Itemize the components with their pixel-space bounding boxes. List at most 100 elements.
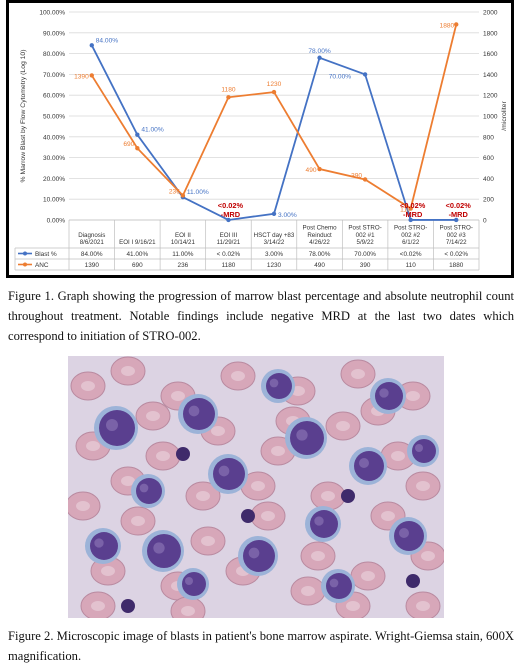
blast-nucleolus [188,405,200,417]
y-tick-label: 40.00% [43,134,65,141]
blast-nucleolus [399,528,409,538]
table-cell-anc: 236 [178,262,189,269]
table-cell-anc: 1230 [267,262,282,269]
blast-nucleolus [296,429,308,441]
table-cell-anc: 110 [406,262,417,269]
y-tick-label: 90.00% [43,30,65,37]
blast-point [226,217,231,223]
x-category-label: Post STRO- [394,225,427,232]
blast-nucleus [213,458,245,490]
anc-point [362,177,368,182]
blast-point [408,217,413,223]
red-blood-cell-center [86,441,100,451]
blast-nucleolus [218,465,230,477]
blast-nucleus [290,421,324,455]
red-blood-cell-center [271,446,285,456]
table-cell-blast: 70.00% [354,251,376,258]
legend-label-blast: Blast % [35,251,57,258]
anc-point [454,22,459,27]
x-category-label: Diagnosis [78,232,105,239]
y2-tick-label: 1200 [483,93,498,100]
y2-tick-label: 1000 [483,114,498,121]
series-line-anc [91,24,458,210]
red-blood-cell-center [381,511,395,521]
red-blood-cell-center [201,536,215,546]
figure-1-caption: Figure 1. Graph showing the progression … [8,289,514,343]
red-blood-cell-center [81,381,95,391]
y-tick-label: 30.00% [43,155,65,162]
anc-data-label: 1230 [267,81,282,88]
blast-point [454,217,459,223]
x-category-label: 6/1/22 [402,239,420,246]
y2-tick-label: 1800 [483,30,498,37]
blast-data-label: 3.00% [278,212,297,219]
red-blood-cell-center [351,369,365,379]
mrd-annotation: <0.02% [400,201,426,210]
table-cell-blast: 3.00% [265,251,283,258]
mrd-annotation: -MRD [449,210,469,219]
red-blood-cell-center [416,481,430,491]
x-category-label: EOI I 9/16/21 [119,239,156,246]
table-cell-anc: 690 [132,262,143,269]
blast-nucleolus [139,483,149,493]
blast-nucleolus [94,538,104,548]
blast-nucleolus [106,419,118,431]
table-cell-blast: < 0.02% [217,251,241,258]
red-blood-cell-center [416,601,430,611]
y-tick-label: 80.00% [43,51,65,58]
red-blood-cell-center [361,571,375,581]
y-axis-title: % Marrow Blast by Flow Cytometry (Log 10… [20,50,27,183]
blast-point [135,132,140,137]
red-blood-cell-center [121,366,135,376]
blast-nucleus [266,373,292,399]
x-category-label: 7/14/22 [446,239,467,246]
blast-nucleolus [153,542,165,554]
table-cell-blast: 84.00% [81,251,103,258]
table-cell-blast: < 0.02% [444,251,468,258]
red-blood-cell-center [421,551,435,561]
x-category-label: Reinduct [307,232,332,239]
red-blood-cell-center [146,411,160,421]
red-blood-cell-center [311,551,325,561]
blast-nucleus [394,521,424,551]
y-tick-label: 0.00% [47,218,66,225]
y-tick-label: 50.00% [43,114,65,121]
red-blood-cell-center [211,426,225,436]
blast-nucleus [136,478,162,504]
figure-2-caption: Figure 2. Microscopic image of blasts in… [8,629,514,663]
x-category-label: 11/29/21 [217,239,241,246]
table-cell-anc: 1880 [449,262,464,269]
y2-tick-label: 200 [483,197,494,204]
y-tick-label: 20.00% [43,176,65,183]
blast-nucleus [243,540,275,572]
anc-data-label: 490 [306,167,317,174]
red-blood-cell-center [171,391,185,401]
anc-point [226,95,231,100]
legend-marker-anc [23,262,27,267]
x-category-label: 3/14/22 [264,239,285,246]
legend-marker-blast [23,251,27,256]
x-category-label: 002 #2 [401,232,420,239]
mrd-annotation: -MRD [221,210,241,219]
y2-axis-title: /microliter [501,101,508,131]
mrd-annotation: <0.02% [446,201,472,210]
small-dark-cell [241,509,255,523]
blast-point [89,43,94,48]
red-blood-cell-center [321,491,335,501]
anc-data-label: 390 [351,172,362,179]
blast-nucleus [90,532,118,560]
table-cell-anc: 1390 [85,262,100,269]
blast-data-label: 78.00% [308,48,331,55]
blast-nucleolus [314,516,324,526]
anc-data-label: 1390 [74,73,89,80]
anc-data-label: 110 [400,207,411,214]
x-category-label: 10/14/21 [171,239,196,246]
blast-point [271,211,277,216]
blast-nucleus [183,398,215,430]
blast-nucleolus [185,577,193,585]
red-blood-cell-center [261,511,275,521]
x-category-label: 002 #1 [356,232,375,239]
table-cell-anc: 490 [314,262,325,269]
x-category-label: EOI II [175,232,191,239]
anc-data-label: 236 [169,188,180,195]
